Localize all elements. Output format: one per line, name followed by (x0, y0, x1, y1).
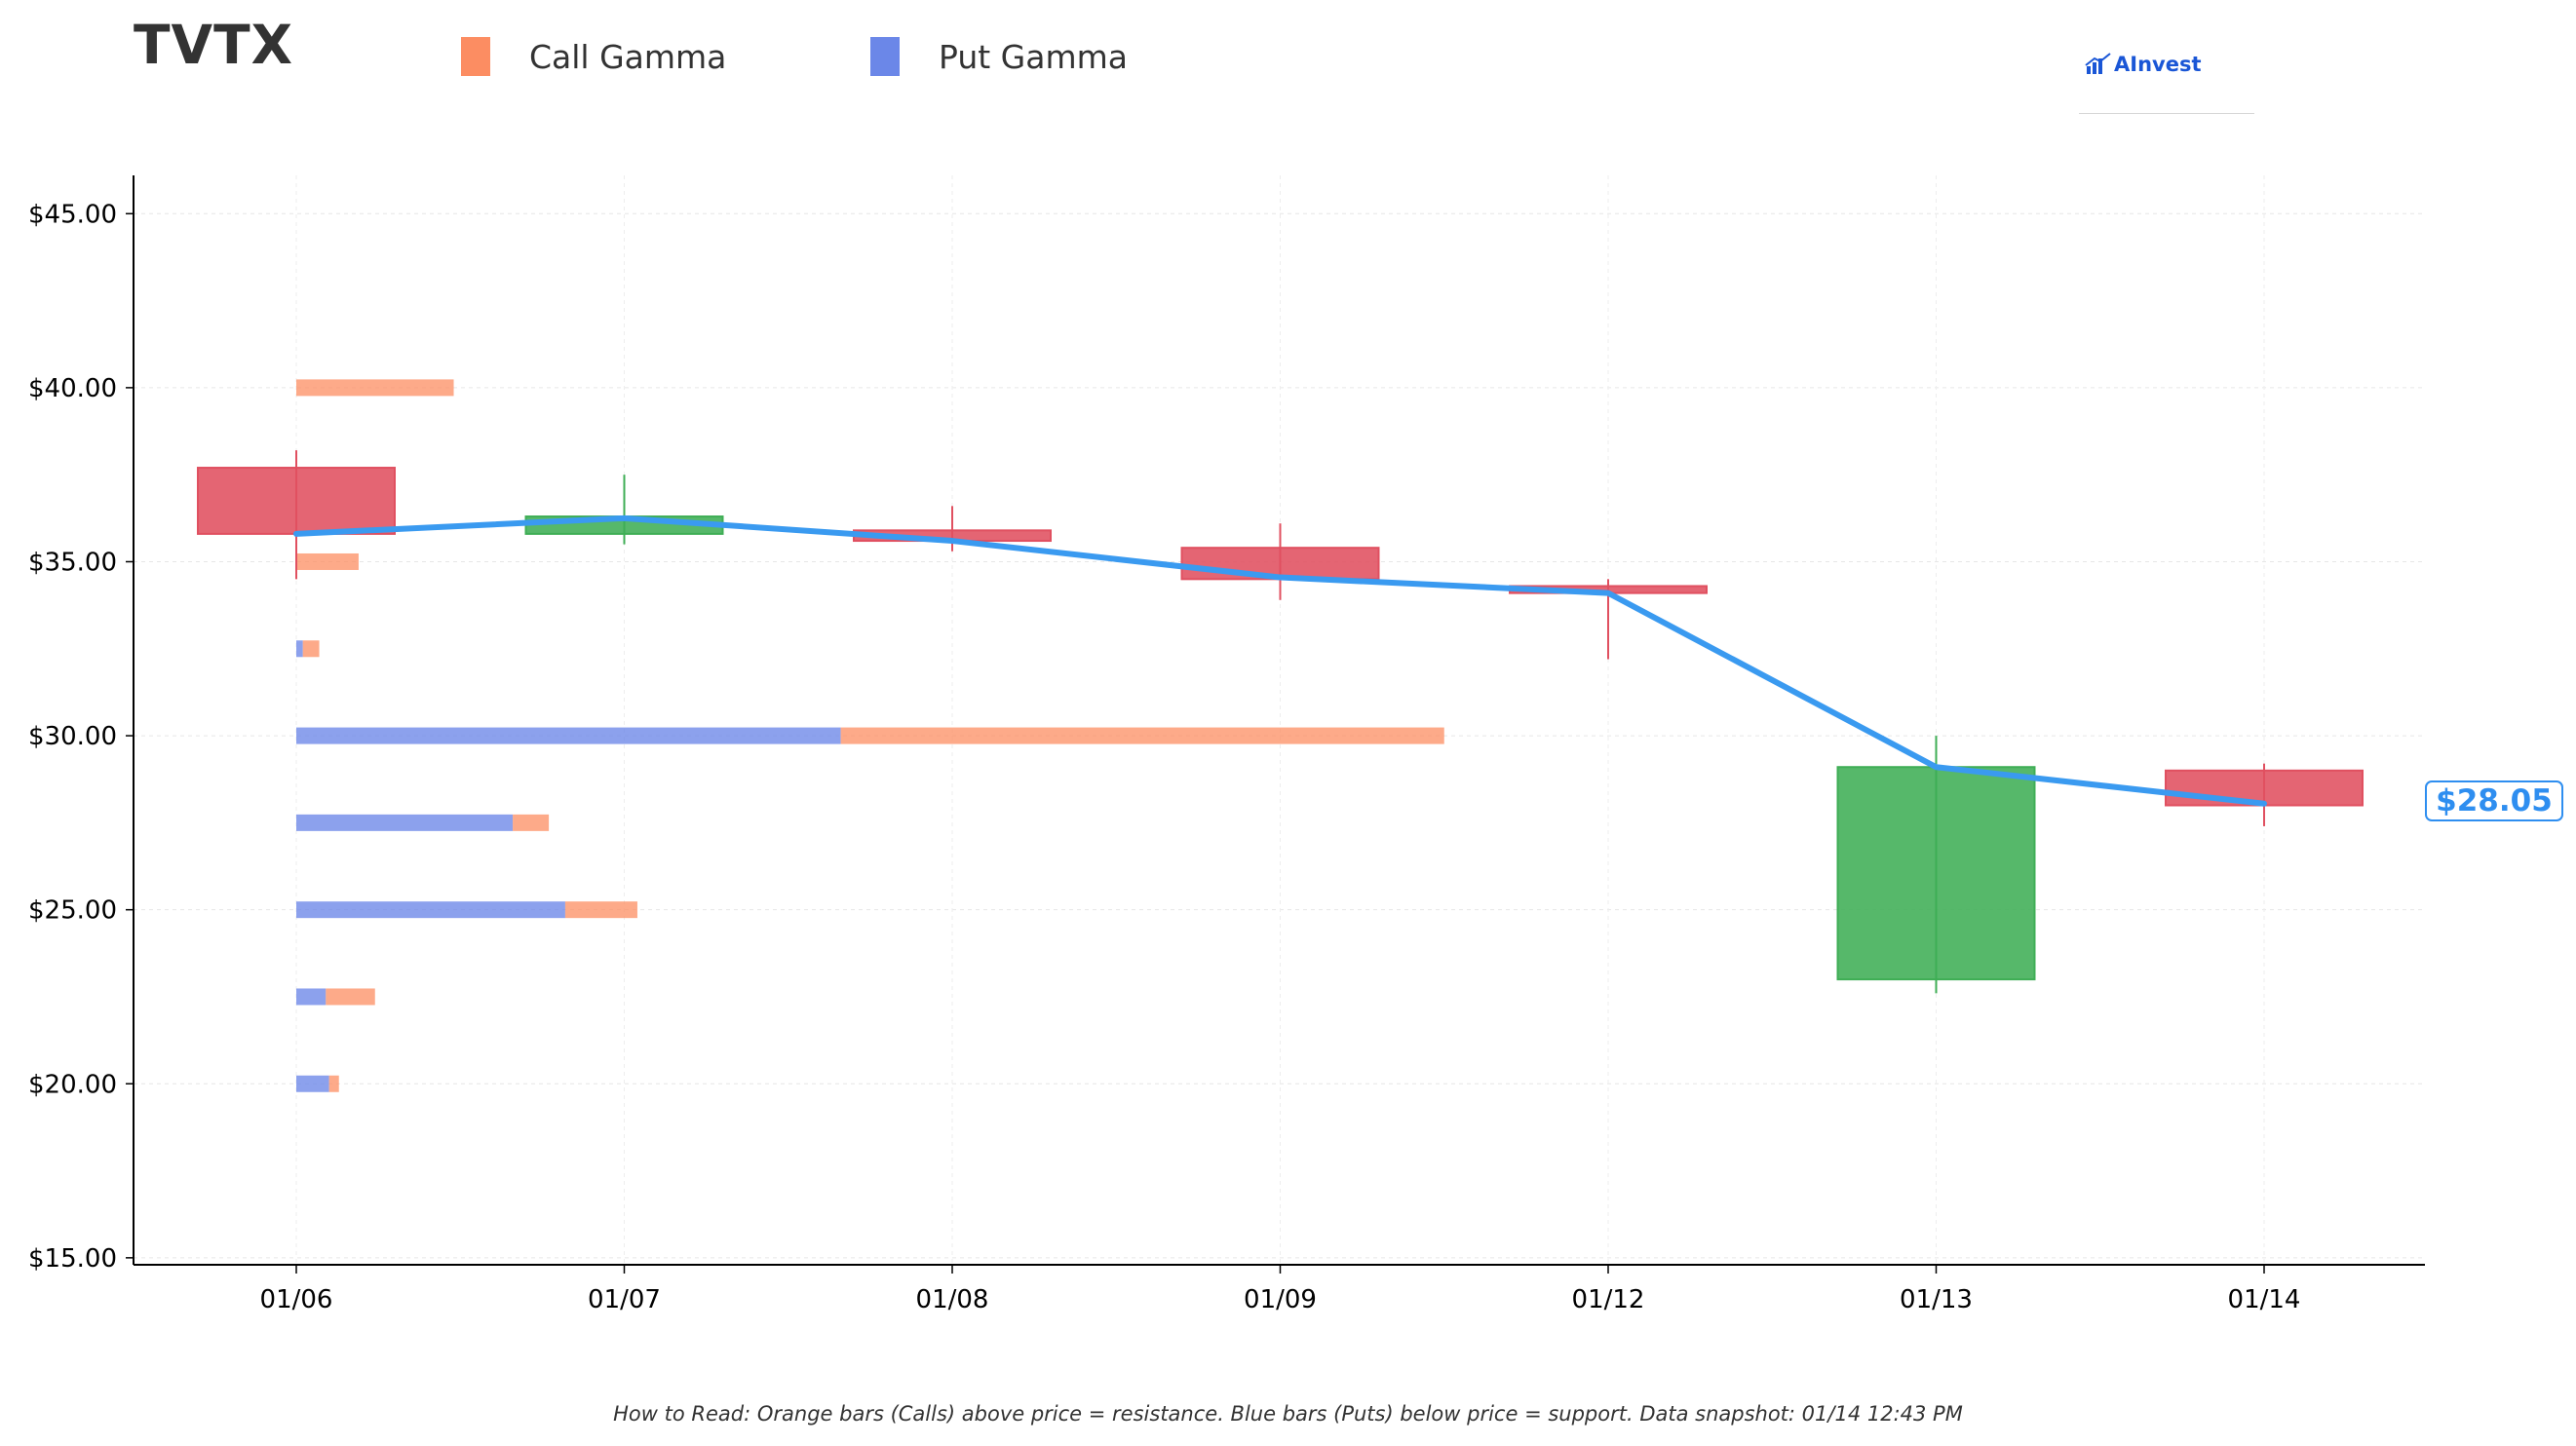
x-tick-label: 01/07 (588, 1285, 661, 1314)
candle-body (197, 467, 396, 535)
y-tick-label: $20.00 (28, 1070, 117, 1099)
price-line-path (293, 514, 2267, 807)
y-tick-label: $40.00 (28, 374, 117, 403)
put-gamma-bar (296, 640, 303, 658)
call-gamma-bar (513, 814, 550, 831)
y-tick-label: $35.00 (28, 548, 117, 577)
call-gamma-bar (296, 379, 454, 397)
x-tick-label: 01/09 (1244, 1285, 1317, 1314)
call-gamma-swatch (461, 37, 490, 76)
y-tick-label: $25.00 (28, 896, 117, 926)
x-tick-label: 01/13 (1900, 1285, 1973, 1314)
logo-text: AInvest (2114, 53, 2202, 76)
call-gamma-bar (302, 640, 320, 658)
call-gamma-bar (296, 552, 359, 570)
put-gamma-bar (296, 988, 327, 1006)
x-tick-label: 01/08 (916, 1285, 989, 1314)
candle-body (1180, 547, 1380, 581)
candle-body (2165, 769, 2364, 807)
call-gamma-bar (326, 988, 375, 1006)
put-gamma-swatch (870, 37, 900, 76)
current-price-tag: $28.05 (2425, 780, 2563, 821)
axes: $15.00 $20.00 $25.00 $30.00 $35.00 $40.00 $45.… (28, 175, 2425, 1314)
ainvest-logo: AInvest (2079, 39, 2254, 114)
candles (197, 450, 2364, 994)
legend-put-label: Put Gamma (939, 37, 1128, 76)
put-gamma-bar (296, 901, 565, 919)
y-tick-label: $45.00 (28, 200, 117, 229)
call-gamma-bar (840, 727, 1444, 744)
grid-lines (134, 175, 2425, 1265)
put-gamma-bar (296, 727, 841, 744)
gamma-bars (296, 379, 1444, 1092)
legend-call-label: Call Gamma (529, 37, 727, 76)
x-tick-label: 01/12 (1572, 1285, 1645, 1314)
put-gamma-bar (296, 1075, 329, 1092)
legend-put-gamma: Put Gamma (870, 37, 1128, 76)
logo-chart-icon (2085, 53, 2111, 74)
call-gamma-bar (328, 1075, 339, 1092)
candle-body (1836, 766, 2036, 981)
price-line (293, 514, 2267, 807)
ticker-title: TVTX (134, 14, 294, 76)
legend-call-gamma: Call Gamma (461, 37, 726, 76)
footnote: How to Read: Orange bars (Calls) above p… (613, 1402, 1963, 1426)
put-gamma-bar (296, 814, 514, 831)
x-tick-label: 01/06 (260, 1285, 333, 1314)
x-tick-label: 01/14 (2228, 1285, 2301, 1314)
call-gamma-bar (564, 901, 637, 919)
y-tick-label: $30.00 (28, 722, 117, 751)
y-tick-label: $15.00 (28, 1244, 117, 1274)
